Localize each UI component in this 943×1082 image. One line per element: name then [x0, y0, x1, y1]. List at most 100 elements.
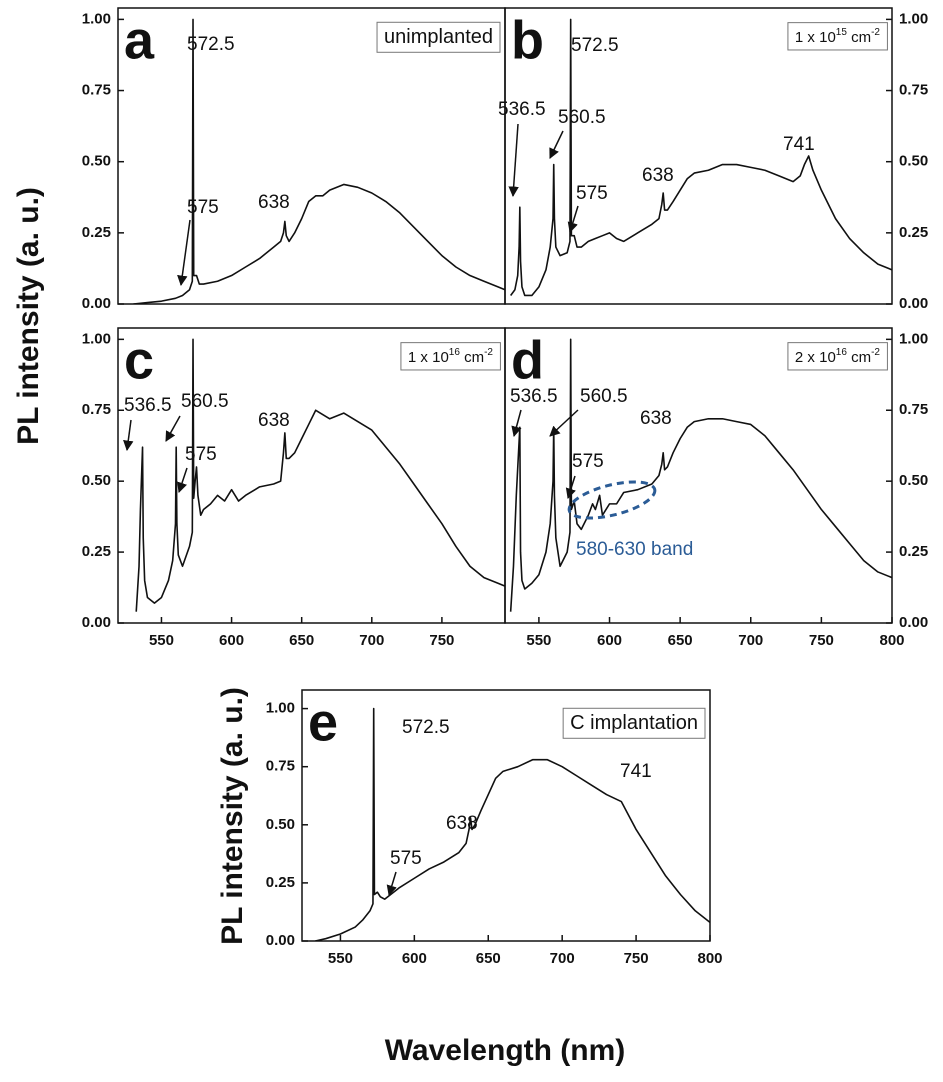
y-tick-label: 0.25 — [266, 874, 295, 891]
y-tick-label: 1.00 — [82, 10, 111, 27]
x-tick-label: 750 — [809, 632, 834, 649]
peak-arrow — [123, 419, 134, 452]
peak-label: 575 — [576, 183, 608, 204]
peak-arrow — [549, 130, 564, 159]
panel-letter: a — [124, 10, 155, 70]
legend-box — [787, 342, 888, 371]
peak-label: 560.5 — [580, 386, 628, 407]
spectrum-line — [135, 338, 505, 612]
y-axis-title: PL intensity (a. u.) — [12, 187, 45, 445]
y-tick-label: 1.00 — [899, 330, 928, 347]
legend-superscript: -2 — [871, 347, 880, 358]
peak-label: 638 — [258, 410, 290, 431]
panel-letter: e — [308, 692, 338, 752]
peak-arrow — [177, 467, 188, 493]
panel: 0.00 0.25 0.50 0.75 1.00 550 600 650 700 750 800 e C… — [216, 687, 723, 1067]
peak-label: 575 — [187, 197, 219, 218]
y-tick-label: 1.00 — [82, 330, 111, 347]
panel-letter: c — [124, 330, 154, 390]
band-outline — [567, 480, 657, 520]
x-axis-title: Wavelength (nm) — [385, 1034, 626, 1067]
legend-box — [562, 707, 706, 739]
peak-arrow — [386, 871, 397, 897]
peak-arrow — [177, 219, 191, 287]
x-tick-label: 700 — [550, 950, 575, 967]
peak-label: 638 — [258, 192, 290, 213]
x-tick-label: 550 — [149, 632, 174, 649]
x-tick-label: 650 — [289, 632, 314, 649]
peak-label: 638 — [640, 408, 672, 429]
x-tick-label: 700 — [359, 632, 384, 649]
y-tick-label: 0.00 — [82, 614, 111, 631]
legend-box — [787, 22, 888, 51]
panel-letter: d — [511, 330, 544, 390]
y-tick-label: 0.50 — [899, 153, 928, 170]
x-tick-label: 650 — [668, 632, 693, 649]
legend-superscript: 16 — [836, 347, 848, 358]
spectrum-line — [133, 18, 505, 304]
panel: 0.00 0.25 0.50 0.75 1.00 550 600 650 700 750 800 d 2… — [504, 327, 928, 649]
spectrum-line — [315, 707, 710, 941]
legend-superscript: 15 — [836, 27, 848, 38]
y-tick-label: 0.75 — [899, 401, 928, 418]
peak-label: 560.5 — [181, 391, 229, 412]
y-tick-label: 1.00 — [266, 700, 295, 717]
x-tick-label: 550 — [328, 950, 353, 967]
peak-arrow — [567, 205, 579, 234]
legend-text: 2 x 1016 cm-2 — [795, 347, 881, 366]
y-axis-title: PL intensity (a. u.) — [216, 687, 249, 945]
peak-label: 575 — [390, 848, 422, 869]
y-tick-label: 0.75 — [82, 82, 111, 99]
x-tick-label: 600 — [402, 950, 427, 967]
peak-label: 536.5 — [498, 99, 546, 120]
peak-arrow — [511, 409, 522, 438]
legend-part: 2 x 10 — [795, 349, 836, 366]
x-tick-label: 550 — [526, 632, 551, 649]
legend-part: C implantation — [570, 712, 698, 734]
x-tick-label: 650 — [476, 950, 501, 967]
y-tick-label: 0.00 — [266, 932, 295, 949]
legend-superscript: -2 — [871, 27, 880, 38]
peak-label: 572.5 — [571, 35, 619, 56]
peak-arrow — [565, 475, 576, 500]
peak-label: 638 — [446, 813, 478, 834]
peak-label: 560.5 — [558, 107, 606, 128]
legend-superscript: 16 — [449, 347, 461, 358]
peak-label: 575 — [185, 444, 217, 465]
peak-arrow — [165, 415, 181, 442]
y-tick-label: 0.25 — [82, 224, 111, 241]
x-tick-label: 600 — [597, 632, 622, 649]
y-tick-label: 0.25 — [899, 224, 928, 241]
legend-box — [376, 21, 501, 53]
y-tick-label: 0.25 — [899, 543, 928, 560]
peak-label: 572.5 — [402, 717, 450, 738]
peak-label: 536.5 — [124, 395, 172, 416]
legend-part: cm — [847, 29, 871, 46]
panel: 0.00 0.25 0.50 0.75 1.00 a unimplanted 572.5 575… — [12, 7, 506, 445]
x-tick-label: 600 — [219, 632, 244, 649]
y-tick-label: 0.00 — [82, 295, 111, 312]
legend-part: unimplanted — [384, 26, 493, 48]
peak-label: 638 — [642, 165, 674, 186]
panel: 0.00 0.25 0.50 0.75 1.00 b 1 x 1015 cm-2 536.5 5… — [498, 7, 928, 312]
legend-text: unimplanted — [384, 26, 493, 48]
y-tick-label: 0.00 — [899, 614, 928, 631]
legend-part: cm — [460, 349, 484, 366]
y-tick-label: 0.75 — [82, 401, 111, 418]
legend-text: C implantation — [570, 712, 698, 734]
x-tick-label: 700 — [738, 632, 763, 649]
panel-frame — [504, 7, 893, 305]
x-tick-label: 800 — [697, 950, 722, 967]
peak-label: 741 — [783, 134, 815, 155]
x-tick-label: 800 — [879, 632, 904, 649]
panel-frame — [301, 689, 711, 942]
y-tick-label: 0.50 — [899, 472, 928, 489]
y-tick-label: 0.00 — [899, 295, 928, 312]
legend-text: 1 x 1016 cm-2 — [408, 347, 494, 366]
peak-label: 572.5 — [187, 34, 235, 55]
peak-label: 575 — [572, 451, 604, 472]
y-tick-label: 0.75 — [266, 758, 295, 775]
band-label: 580-630 band — [576, 539, 693, 560]
